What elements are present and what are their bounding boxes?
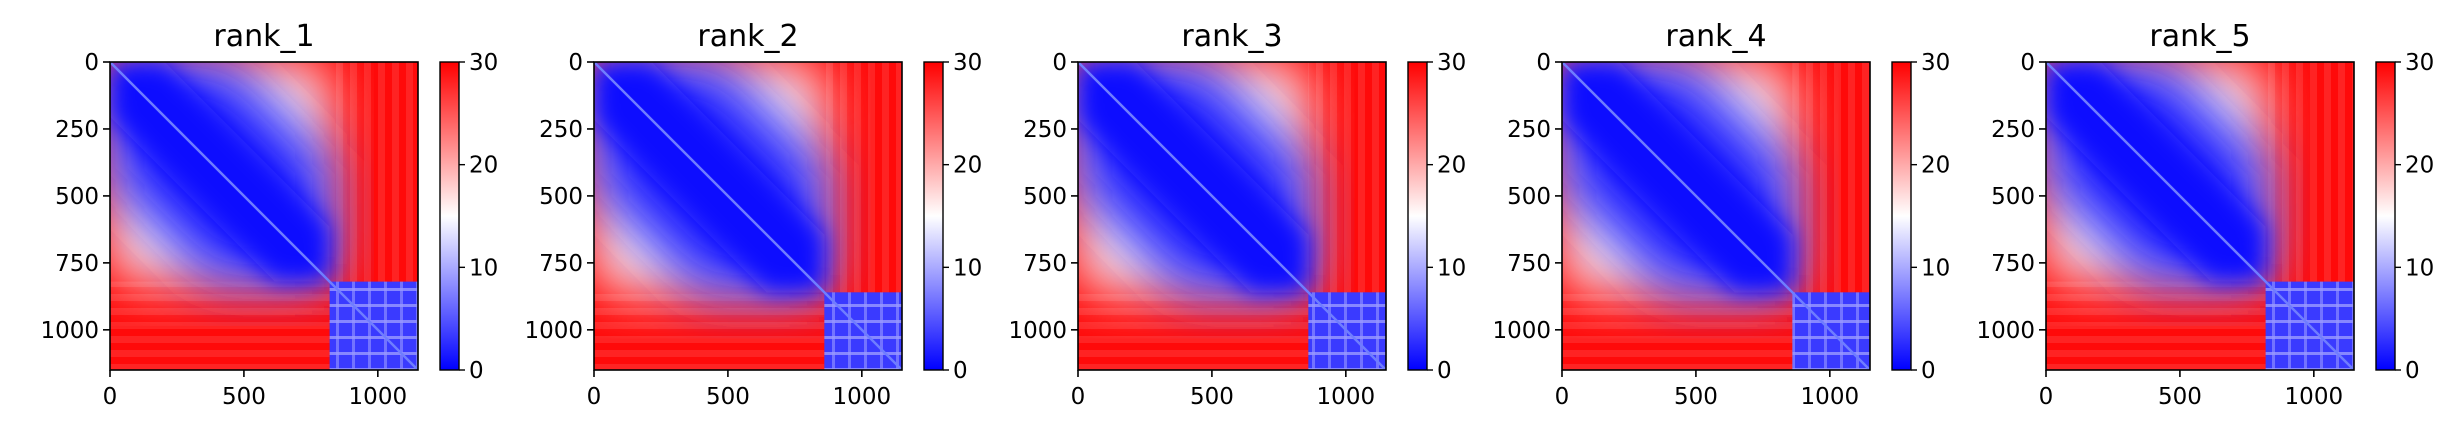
colorbar-tick-label: 0 (2405, 358, 2420, 384)
y-tick-label: 1000 (1976, 318, 2035, 344)
colorbar-tick-label: 0 (1437, 358, 1452, 384)
colorbar-tick-label: 30 (469, 50, 498, 76)
x-tick-label: 0 (2039, 384, 2054, 410)
heatmap-panel-2: rank_2 0 250 500 750 1000 0 500 1000 0 10 20 30 (524, 19, 982, 410)
y-tick-label: 250 (1991, 117, 2035, 143)
colorbar-tick-label: 20 (1921, 153, 1950, 179)
y-tick-label: 750 (55, 251, 99, 277)
heatmap-image (110, 62, 418, 370)
colorbar-tick-label: 0 (469, 358, 484, 384)
panel-title: rank_5 (2149, 19, 2250, 54)
colorbar-tick-label: 30 (1921, 50, 1950, 76)
colorbar-tick-label: 20 (2405, 153, 2434, 179)
plot-frame (2045, 61, 2355, 371)
x-tick-label: 500 (1190, 384, 1234, 410)
x-tick-label: 1000 (2285, 384, 2344, 410)
colorbar-tick-label: 20 (1437, 153, 1466, 179)
heatmap-panel-5: rank_5 0 250 500 750 1000 0 500 1000 0 10 20 30 (1976, 19, 2434, 410)
plot-frame (593, 61, 903, 371)
plot-frame (1077, 61, 1387, 371)
y-tick-label: 1000 (1008, 318, 1067, 344)
x-tick-label: 1000 (1801, 384, 1860, 410)
heatmap-image (2046, 62, 2354, 370)
y-tick-label: 250 (55, 117, 99, 143)
y-tick-label: 750 (539, 251, 583, 277)
y-tick-label: 500 (55, 184, 99, 210)
panel-title: rank_2 (697, 19, 798, 54)
x-tick-label: 500 (706, 384, 750, 410)
panel-title: rank_1 (213, 19, 314, 54)
colorbar-tick-label: 0 (953, 358, 968, 384)
colorbar-tick-label: 10 (1921, 255, 1950, 281)
colorbar-tick-label: 10 (1437, 255, 1466, 281)
y-tick-label: 500 (1507, 184, 1551, 210)
colorbar (2375, 61, 2396, 371)
plot-frame (109, 61, 419, 371)
heatmap-image (1078, 62, 1386, 370)
y-tick-label: 0 (1536, 50, 1551, 76)
x-tick-label: 0 (1555, 384, 1570, 410)
x-tick-label: 1000 (349, 384, 408, 410)
colorbar-tick-label: 30 (1437, 50, 1466, 76)
y-tick-label: 0 (1052, 50, 1067, 76)
y-tick-label: 250 (1023, 117, 1067, 143)
colorbar-tick-label: 0 (1921, 358, 1936, 384)
colorbar-tick-label: 10 (469, 255, 498, 281)
x-tick-label: 500 (2158, 384, 2202, 410)
y-tick-label: 1000 (1492, 318, 1551, 344)
x-tick-label: 0 (103, 384, 118, 410)
panel-title: rank_4 (1665, 19, 1766, 54)
colorbar-tick-label: 10 (2405, 255, 2434, 281)
x-tick-label: 1000 (833, 384, 892, 410)
y-tick-label: 750 (1991, 251, 2035, 277)
colorbar (1891, 61, 1912, 371)
y-tick-label: 500 (539, 184, 583, 210)
x-tick-label: 1000 (1317, 384, 1376, 410)
heatmap-image (1562, 62, 1870, 370)
y-tick-label: 1000 (524, 318, 583, 344)
colorbar (923, 61, 944, 371)
x-tick-label: 0 (587, 384, 602, 410)
y-tick-label: 500 (1991, 184, 2035, 210)
heatmap-panel-4: rank_4 0 250 500 750 1000 0 500 1000 0 10 20 30 (1492, 19, 1950, 410)
x-tick-label: 0 (1071, 384, 1086, 410)
colorbar (439, 61, 460, 371)
y-tick-label: 250 (539, 117, 583, 143)
y-tick-label: 0 (568, 50, 583, 76)
y-tick-label: 250 (1507, 117, 1551, 143)
heatmap-panel-1: rank_1 0 250 500 750 1000 0 500 1000 0 10 20 30 (40, 19, 498, 410)
x-tick-label: 500 (222, 384, 266, 410)
heatmap-image (594, 62, 902, 370)
y-tick-label: 750 (1023, 251, 1067, 277)
heatmap-panel-3: rank_3 0 250 500 750 1000 0 500 1000 0 10 20 30 (1008, 19, 1466, 410)
colorbar-tick-label: 10 (953, 255, 982, 281)
y-tick-label: 1000 (40, 318, 99, 344)
colorbar-tick-label: 20 (953, 153, 982, 179)
y-tick-label: 0 (2020, 50, 2035, 76)
y-tick-label: 500 (1023, 184, 1067, 210)
plot-frame (1561, 61, 1871, 371)
x-tick-label: 500 (1674, 384, 1718, 410)
y-tick-label: 750 (1507, 251, 1551, 277)
panel-title: rank_3 (1181, 19, 1282, 54)
colorbar-tick-label: 30 (953, 50, 982, 76)
colorbar (1407, 61, 1428, 371)
y-tick-label: 0 (84, 50, 99, 76)
colorbar-tick-label: 20 (469, 153, 498, 179)
colorbar-tick-label: 30 (2405, 50, 2434, 76)
